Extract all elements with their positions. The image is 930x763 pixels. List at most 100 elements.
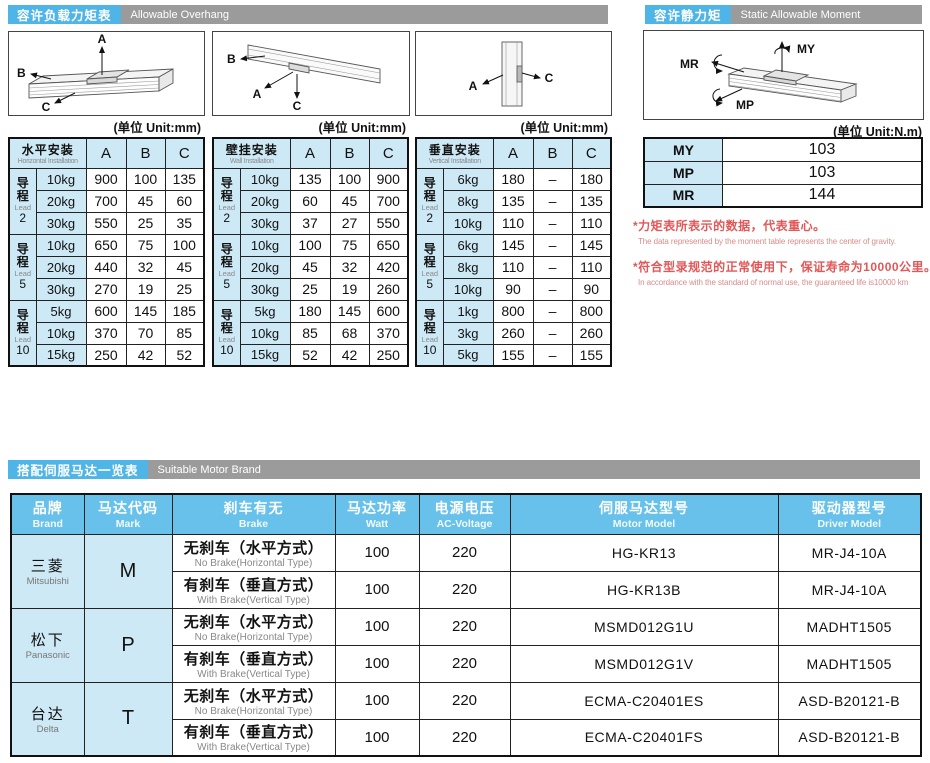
value-cell: 37 (289, 211, 331, 235)
motor-table: 品牌 Brand 马达代码 Mark 刹车有无 Brake 马达功率 Watt 电源电压 AC-V… (10, 493, 922, 757)
column-header: C (368, 137, 409, 169)
motor-column-header: 品牌 Brand (10, 493, 85, 535)
driver-model-cell: MR-J4-10A (777, 570, 922, 609)
value-cell: 110 (492, 211, 534, 235)
value-cell: 180 (289, 299, 331, 323)
label-c: C (545, 71, 554, 85)
load-cell: 10kg (239, 321, 291, 345)
value-cell: 145 (329, 299, 370, 323)
label-mr: MR (680, 57, 699, 71)
value-cell: – (532, 233, 573, 257)
value-cell: 650 (85, 233, 127, 257)
value-cell: 110 (571, 255, 612, 279)
value-cell: 260 (492, 321, 534, 345)
driver-model-cell: MADHT1505 (777, 607, 922, 646)
moment-label: MR (643, 183, 723, 208)
install-type-en: Wall Installation (229, 158, 274, 166)
load-cell: 15kg (239, 343, 291, 367)
note-gravity-en: The data represented by the moment table… (638, 237, 896, 246)
value-cell: 25 (125, 211, 166, 235)
value-cell: 135 (164, 167, 205, 191)
section-title-zh: 容许负载力矩表 (8, 5, 121, 24)
value-cell: 100 (289, 233, 331, 257)
brake-cell: 有刹车（垂直方式） With Brake(Vertical Type) (171, 718, 336, 757)
value-cell: 100 (329, 167, 370, 191)
section-title-zh: 搭配伺服马达一览表 (8, 460, 148, 479)
value-cell: 180 (492, 167, 534, 191)
table-row: 20kg 60 45 700 (213, 189, 409, 213)
value-cell: 100 (125, 167, 166, 191)
load-cell: 1kg (442, 299, 494, 323)
value-cell: 250 (368, 343, 409, 367)
table-row: 导程 Lead 5 10kg 100 75 650 (212, 233, 409, 301)
unit-label-nm: (单位 Unit:N.m) (833, 125, 922, 139)
label-a: A (469, 79, 478, 93)
header-row: 水平安装 Horizontal Installation A B C (8, 137, 205, 169)
table-row: 松下 Panasonic P 无刹车（水平方式） No Brake(Horizontal… (10, 607, 922, 683)
value-cell: 110 (571, 211, 612, 235)
brake-cell: 有刹车（垂直方式） With Brake(Vertical Type) (171, 644, 336, 683)
lead-cell: 导程 Lead 2 (212, 167, 241, 235)
value-cell: 19 (329, 277, 370, 301)
section-title-zh: 容许静力矩 (645, 5, 731, 24)
motor-column-header: 马达代码 Mark (83, 493, 173, 535)
note-life-zh: *符合型录规范的正常使用下，保证寿命为10000公里。 (633, 260, 930, 274)
note-life-en: In accordance with the standard of norma… (638, 278, 909, 287)
value-cell: 52 (164, 343, 205, 367)
install-type-zh: 水平安装 (21, 143, 74, 158)
install-type-en: Vertical Installation (428, 158, 481, 166)
load-cell: 10kg (35, 321, 87, 345)
overhang-table: 壁挂安装 Wall Installation A B C 导程 Lead 2 10kg 135 10… (212, 137, 410, 367)
moment-value: 103 (722, 137, 923, 162)
load-cell: 8kg (442, 255, 494, 279)
table-row: 30kg 270 19 25 (9, 277, 205, 301)
moment-value: 144 (722, 183, 923, 208)
install-type-en: Horizontal Installation (17, 158, 78, 166)
column-header: C (571, 137, 612, 169)
table-row: 3kg 260–260 (416, 321, 612, 345)
load-cell: 30kg (35, 277, 87, 301)
diagram-vertical-installation: A C (415, 31, 612, 116)
unit-label-mm: (单位 Unit:mm) (520, 121, 609, 135)
load-cell: 10kg (239, 167, 291, 191)
load-cell: 6kg (442, 167, 494, 191)
value-cell: 155 (571, 343, 612, 367)
diagram-wall-installation: B A C (212, 31, 410, 116)
horizontal-install-table-host: 水平安装 Horizontal Installation A B C 导程 Lead 2 10k… (8, 137, 205, 367)
value-cell: 110 (492, 255, 534, 279)
table-row: 导程 Lead 10 5kg 600 145 185 (8, 299, 205, 367)
table-row: 有刹车（垂直方式） With Brake(Vertical Type) 100 220… (11, 570, 922, 609)
lead-cell: 导程 Lead 2 (8, 167, 37, 235)
value-cell: – (532, 255, 573, 279)
value-cell: 45 (289, 255, 331, 279)
motor-column-header: 驱动器型号 Driver Model (777, 493, 922, 535)
moment-table: MY 103 MP 103 MR 144 (643, 137, 923, 208)
table-row: 台达 Delta T 无刹车（水平方式） No Brake(Horizontal Typ… (10, 681, 922, 757)
brake-cell: 无刹车（水平方式） No Brake(Horizontal Type) (171, 607, 336, 646)
value-cell: 35 (164, 211, 205, 235)
load-cell: 30kg (239, 211, 291, 235)
value-cell: – (532, 211, 573, 235)
value-cell: 135 (289, 167, 331, 191)
value-cell: 75 (125, 233, 166, 257)
driver-model-cell: MADHT1505 (777, 644, 922, 683)
driver-model-cell: ASD-B20121-B (777, 681, 922, 720)
value-cell: 155 (492, 343, 534, 367)
lead-cell: 导程 Lead 5 (212, 233, 241, 301)
value-cell: 60 (164, 189, 205, 213)
value-cell: 550 (368, 211, 409, 235)
value-cell: 800 (571, 299, 612, 323)
value-cell: 135 (492, 189, 534, 213)
value-cell: 260 (571, 321, 612, 345)
motor-table-host: 品牌 Brand 马达代码 Mark 刹车有无 Brake 马达功率 Watt 电源电压 AC-V… (10, 493, 922, 757)
table-row: 导程 Lead 10 5kg 180 145 600 (212, 299, 409, 367)
label-b: B (227, 52, 236, 66)
mark-cell: P (83, 607, 173, 683)
value-cell: 145 (492, 233, 534, 257)
value-cell: 185 (164, 299, 205, 323)
motor-model-cell: MSMD012G1V (509, 644, 779, 683)
moment-label: MP (643, 160, 723, 185)
lead-cell: 导程 Lead 10 (415, 299, 444, 367)
table-row: 10kg 110–110 (416, 211, 612, 235)
mark-cell: M (83, 533, 173, 609)
